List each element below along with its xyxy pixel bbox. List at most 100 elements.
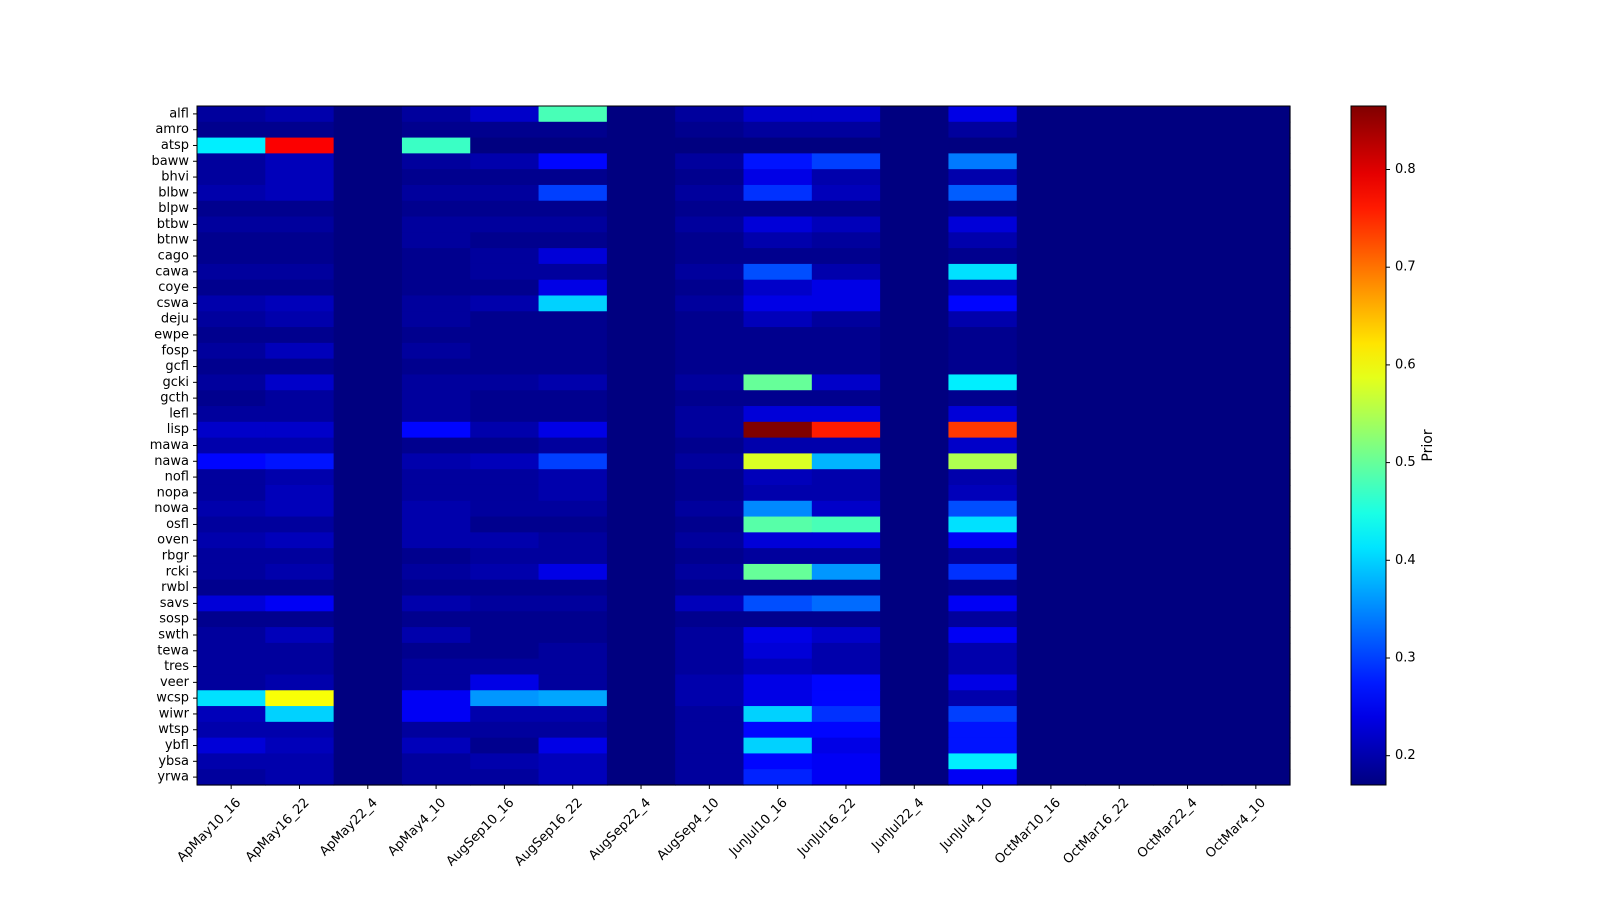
- heatmap-cell: [743, 721, 813, 739]
- heatmap-cell: [1085, 769, 1154, 786]
- heatmap-cell: [197, 263, 266, 281]
- heatmap-cell: [675, 248, 745, 265]
- heatmap-cell: [743, 642, 813, 660]
- heatmap-cell: [197, 437, 266, 454]
- heatmap-cell: [1085, 469, 1154, 486]
- y-tick-label: atsp: [161, 138, 189, 153]
- heatmap-cell: [743, 327, 813, 344]
- heatmap-cell: [333, 327, 403, 344]
- heatmap-cell: [197, 137, 266, 154]
- heatmap-cell: [675, 200, 745, 218]
- heatmap-cell: [401, 642, 471, 660]
- heatmap-cell: [880, 311, 950, 328]
- heatmap-cell: [606, 342, 676, 360]
- heatmap-cell: [811, 469, 881, 486]
- heatmap-cell: [743, 200, 813, 218]
- heatmap-cell: [948, 374, 1018, 391]
- heatmap-cell: [470, 627, 540, 644]
- heatmap-cell: [743, 390, 813, 407]
- heatmap-cell: [1221, 721, 1291, 739]
- heatmap-cell: [401, 200, 471, 218]
- heatmap-cell: [1016, 437, 1086, 454]
- heatmap-cell: [538, 721, 608, 739]
- heatmap-cell: [470, 611, 540, 628]
- heatmap-cell: [401, 706, 471, 723]
- heatmap-cell: [538, 374, 608, 391]
- heatmap-cell: [948, 532, 1018, 549]
- y-tick-label: cswa: [156, 296, 189, 311]
- heatmap-cell: [265, 311, 335, 328]
- heatmap-cell: [265, 406, 335, 423]
- heatmap-cell: [811, 595, 881, 612]
- heatmap-cell: [265, 453, 335, 470]
- heatmap-cell: [401, 516, 471, 533]
- heatmap-cell: [197, 421, 266, 439]
- heatmap-cell: [1221, 484, 1291, 502]
- heatmap-cell: [470, 358, 540, 376]
- heatmap-cell: [470, 563, 540, 581]
- heatmap-cell: [948, 611, 1018, 628]
- heatmap-cell: [675, 627, 745, 644]
- heatmap-cell: [401, 453, 471, 470]
- heatmap-cell: [333, 484, 403, 502]
- heatmap-cell: [606, 137, 676, 154]
- heatmap-cell: [1085, 263, 1154, 281]
- heatmap-cell: [1085, 311, 1154, 328]
- heatmap-cell: [470, 658, 540, 676]
- heatmap-cell: [538, 421, 608, 439]
- heatmap-cell: [1016, 611, 1086, 628]
- heatmap-cell: [1085, 279, 1154, 297]
- heatmap-cell: [948, 295, 1018, 312]
- heatmap-cell: [333, 184, 403, 202]
- x-tick-label: JunJul4_10: [937, 795, 996, 854]
- heatmap-cell: [948, 137, 1018, 154]
- heatmap-cell: [538, 595, 608, 612]
- y-tick-label: ybfl: [165, 738, 189, 753]
- heatmap-cell: [1221, 358, 1291, 376]
- heatmap-cell: [401, 279, 471, 297]
- heatmap-cell: [811, 721, 881, 739]
- heatmap-cell: [948, 437, 1018, 454]
- heatmap-cell: [1221, 248, 1291, 265]
- heatmap-cell: [1221, 121, 1291, 139]
- x-tick-label: OctMar16_22: [1060, 795, 1132, 867]
- heatmap-cell: [538, 279, 608, 297]
- heatmap-cell: [948, 279, 1018, 297]
- heatmap-cell: [880, 169, 950, 186]
- x-tick-label: JunJul22_4: [868, 795, 927, 854]
- heatmap-cell: [606, 121, 676, 139]
- heatmap-cell: [265, 500, 335, 518]
- heatmap-cell: [880, 137, 950, 154]
- heatmap-cell: [265, 548, 335, 565]
- heatmap-cell: [880, 690, 950, 707]
- heatmap-cell: [470, 121, 540, 139]
- heatmap-cell: [606, 216, 676, 233]
- heatmap-cell: [401, 437, 471, 454]
- heatmap-cell: [401, 532, 471, 549]
- y-tick-label: savs: [160, 596, 189, 611]
- heatmap-cell: [606, 421, 676, 439]
- heatmap-cell: [743, 563, 813, 581]
- heatmap-cell: [1153, 342, 1223, 360]
- heatmap-cell: [1085, 579, 1154, 597]
- heatmap-cell: [1221, 184, 1291, 202]
- heatmap-cell: [606, 453, 676, 470]
- heatmap-cell: [1085, 421, 1154, 439]
- heatmap-cell: [675, 737, 745, 755]
- heatmap-cell: [1016, 216, 1086, 233]
- heatmap-cell: [948, 406, 1018, 423]
- heatmap-cell: [1221, 169, 1291, 186]
- heatmap-cell: [1221, 390, 1291, 407]
- y-tick-label: nofl: [165, 470, 189, 485]
- heatmap-cell: [948, 153, 1018, 170]
- heatmap-cell: [948, 311, 1018, 328]
- heatmap-cell: [1221, 690, 1291, 707]
- heatmap-cell: [401, 153, 471, 170]
- heatmap-cell: [1016, 642, 1086, 660]
- heatmap-cell: [811, 674, 881, 691]
- y-tick-label: baww: [152, 154, 190, 169]
- heatmap-cell: [675, 484, 745, 502]
- x-tick-label: JunJul10_16: [726, 795, 791, 860]
- heatmap-cell: [606, 532, 676, 549]
- y-tick-label: mawa: [150, 438, 189, 453]
